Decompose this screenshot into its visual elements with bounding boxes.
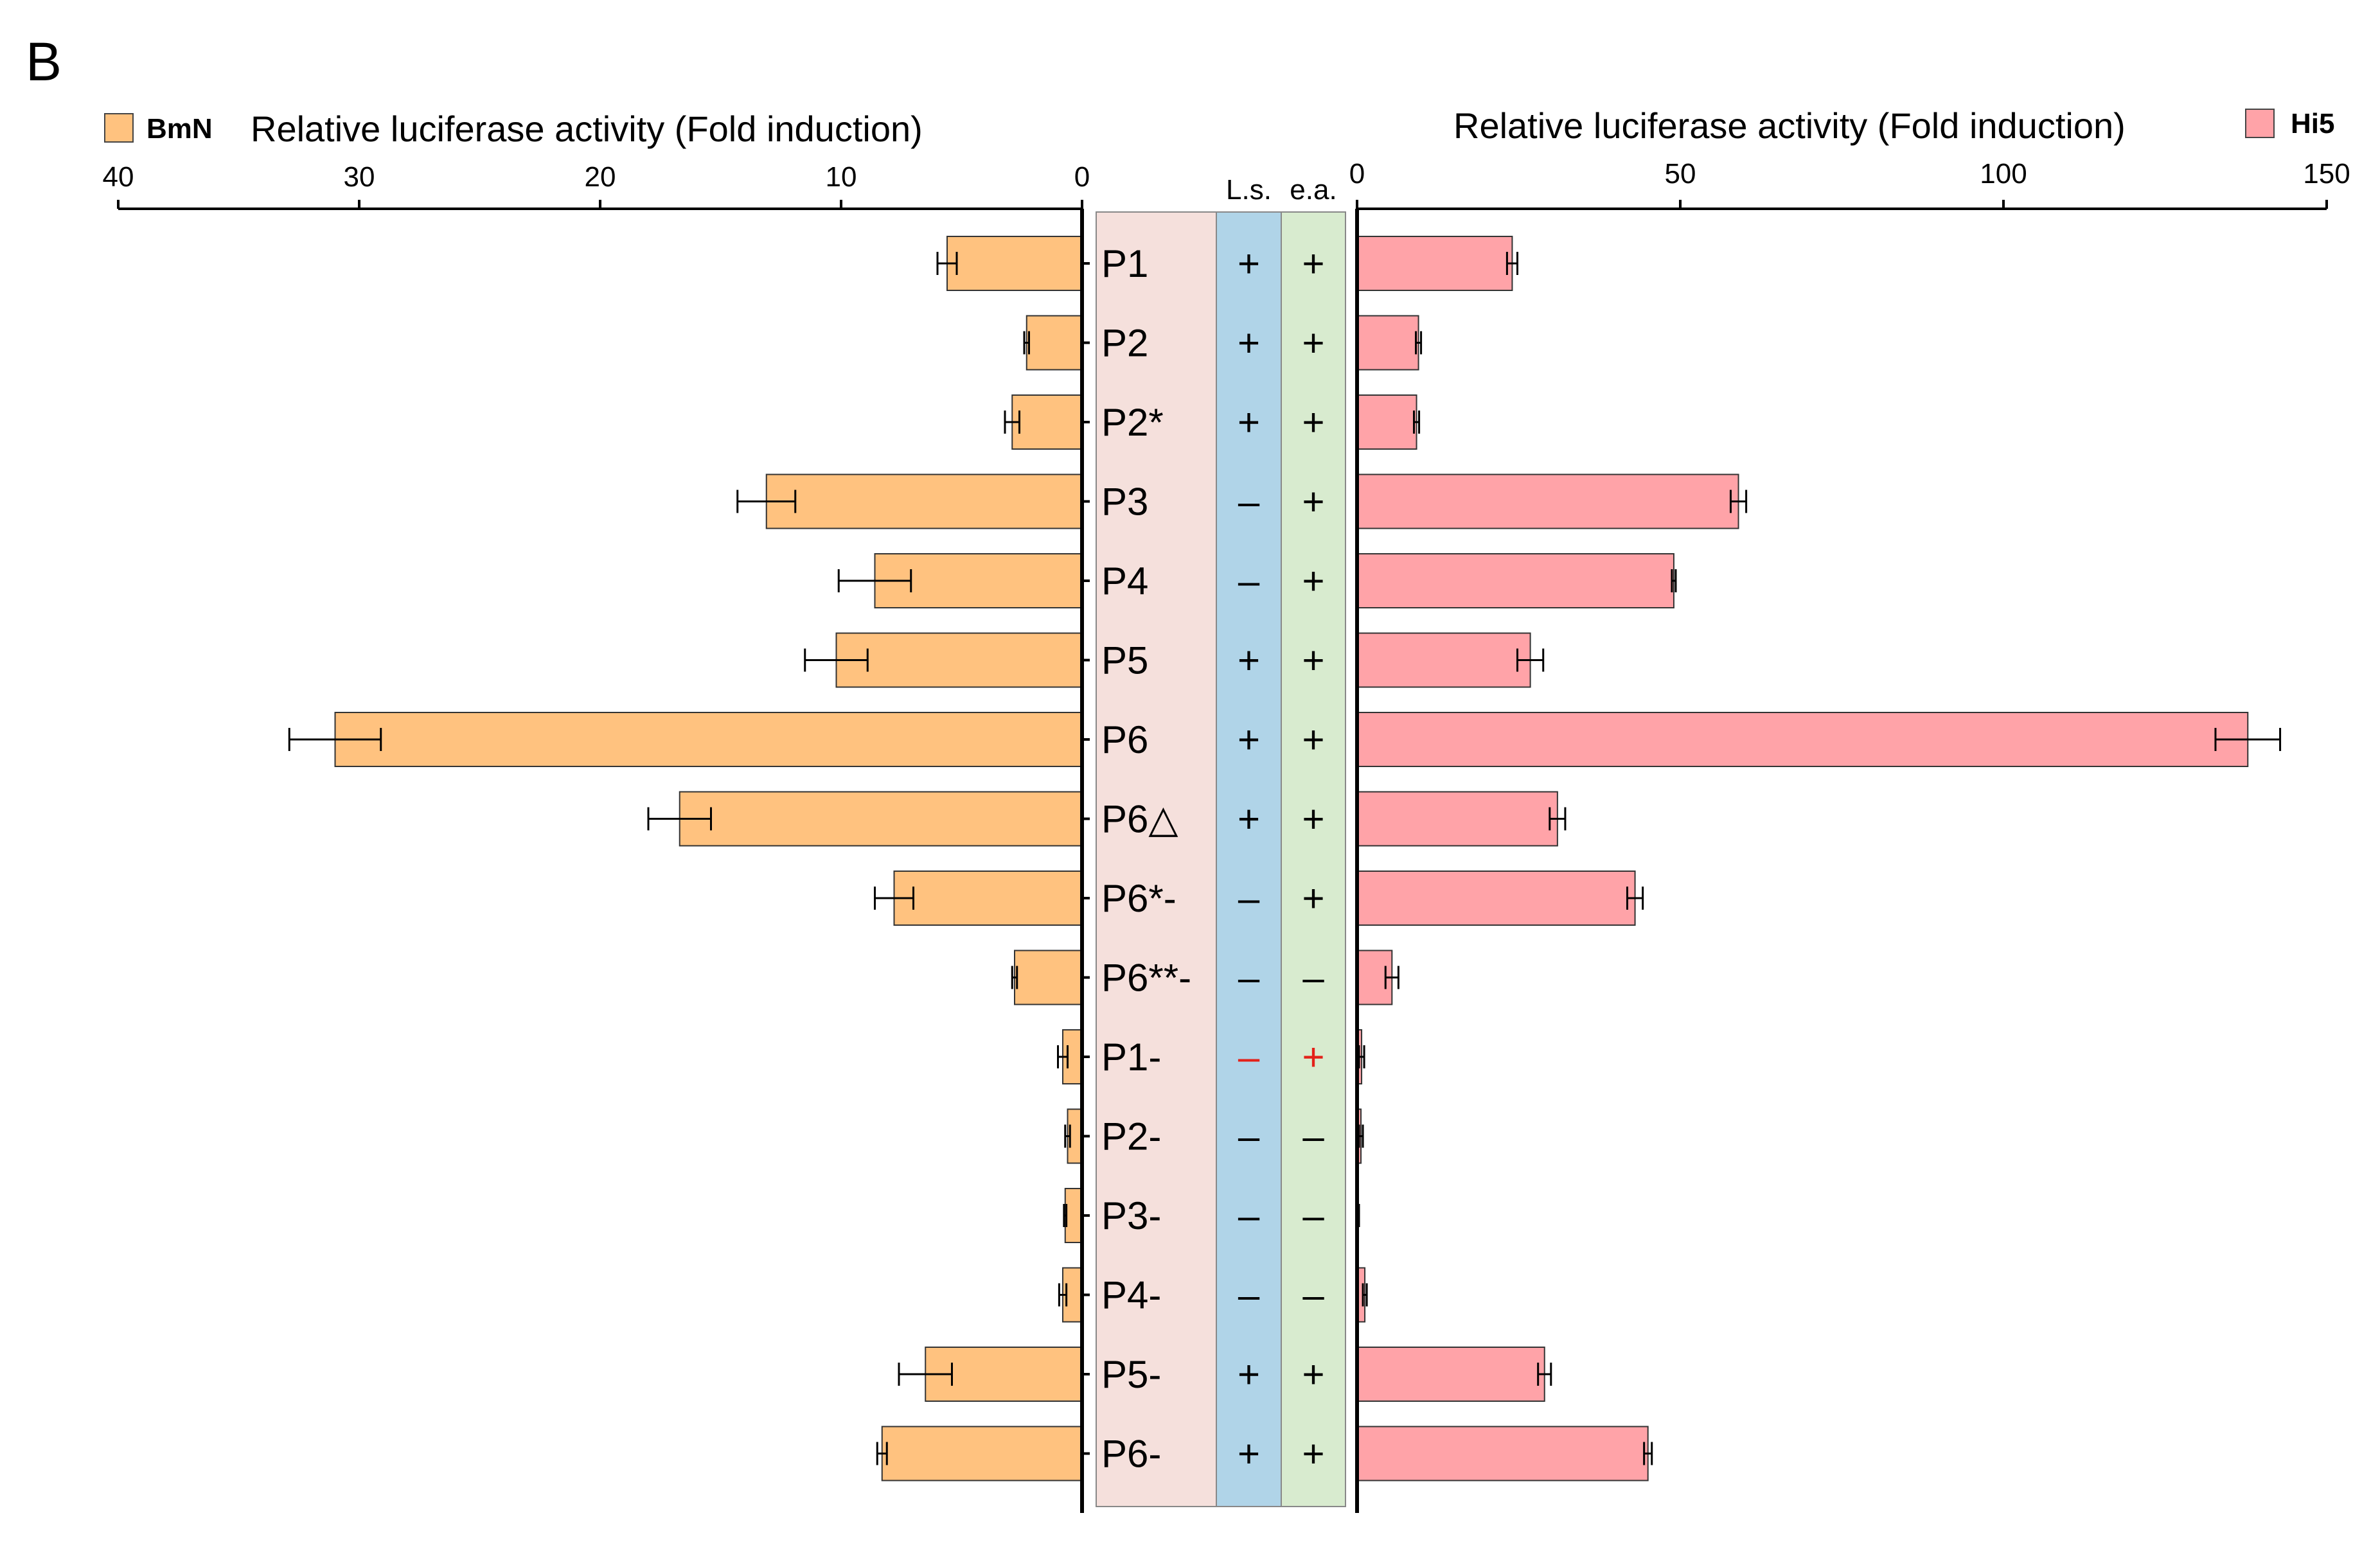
bmn-bar: [1014, 950, 1083, 1005]
category-label: P6**-: [1101, 957, 1191, 1000]
ls-sign: –: [1238, 877, 1260, 920]
legend-label-hi5: Hi5: [2291, 108, 2334, 139]
ls-sign: +: [1238, 798, 1260, 841]
hi5-bar: [1356, 632, 1531, 688]
ea-sign: +: [1302, 242, 1324, 285]
ls-column: [1216, 211, 1282, 1507]
bmn-bar: [679, 791, 1083, 847]
ea-sign: +: [1302, 798, 1324, 841]
category-label: P2*: [1101, 401, 1164, 444]
bmn-bar: [946, 236, 1083, 291]
ea-sign: +: [1302, 639, 1324, 682]
category-label: P4: [1101, 560, 1148, 603]
hi5-bar: [1356, 473, 1739, 529]
left-tick-label: 0: [1074, 161, 1090, 193]
ls-sign: +: [1238, 242, 1260, 285]
hi5-bar: [1356, 950, 1393, 1005]
category-label: P6-: [1101, 1433, 1161, 1476]
ea-column-header: e.a.: [1290, 174, 1337, 206]
category-label: P4-: [1101, 1274, 1161, 1317]
bmn-bar: [1064, 1188, 1083, 1243]
ea-sign: +: [1302, 1036, 1324, 1079]
legend-swatch-bmn: [104, 113, 134, 143]
ea-sign: +: [1302, 718, 1324, 761]
ls-sign: +: [1238, 1353, 1260, 1396]
ea-sign: +: [1302, 560, 1324, 603]
right-axis-title: Relative luciferase activity (Fold induc…: [1453, 105, 2126, 146]
ls-sign: –: [1238, 957, 1260, 1000]
category-label: P6△: [1101, 798, 1178, 841]
axes-layer: [117, 200, 2328, 1513]
ea-sign: –: [1302, 957, 1324, 1000]
left-tick-label: 30: [344, 161, 375, 193]
bars-layer: [288, 236, 2282, 1481]
ls-column-header: L.s.: [1226, 174, 1272, 206]
category-label: P5: [1101, 639, 1148, 682]
category-label: P1-: [1101, 1036, 1161, 1079]
ls-sign: +: [1238, 322, 1260, 365]
left-axis-title: Relative luciferase activity (Fold induc…: [251, 109, 923, 149]
ls-sign: –: [1238, 1194, 1260, 1237]
left-tick-label: 40: [103, 161, 134, 193]
ls-sign: +: [1238, 718, 1260, 761]
ea-sign: +: [1302, 401, 1324, 444]
hi5-bar: [1356, 791, 1558, 847]
category-label: P2-: [1101, 1115, 1161, 1158]
ea-column: [1281, 211, 1346, 1507]
bmn-bar: [1011, 394, 1083, 450]
bmn-bar: [1026, 315, 1083, 371]
hi5-bar: [1356, 1347, 1545, 1402]
ea-sign: –: [1302, 1274, 1324, 1317]
ea-sign: –: [1302, 1194, 1324, 1237]
category-label: P1: [1101, 242, 1148, 285]
ls-sign: +: [1238, 401, 1260, 444]
panel-label: B: [26, 31, 62, 92]
left-tick-label: 10: [826, 161, 857, 193]
bmn-bar: [893, 871, 1083, 926]
category-label: P6*-: [1101, 877, 1177, 920]
hi5-bar: [1356, 394, 1417, 450]
ls-sign: +: [1238, 1433, 1260, 1476]
ls-sign: –: [1238, 1274, 1260, 1317]
hi5-bar: [1356, 712, 2249, 767]
category-column-backgrounds: [1096, 211, 1346, 1507]
ls-sign: –: [1238, 481, 1260, 524]
hi5-bar: [1356, 1426, 1649, 1481]
right-tick-label: 50: [1665, 158, 1696, 190]
legend-swatch-hi5: [2245, 109, 2275, 138]
right-tick-label: 100: [1980, 158, 2027, 190]
bmn-bar: [765, 473, 1083, 529]
category-label: P3: [1101, 481, 1148, 524]
ls-sign: +: [1238, 639, 1260, 682]
category-label-column: [1096, 211, 1217, 1507]
bmn-bar: [334, 712, 1083, 767]
bmn-bar: [881, 1426, 1083, 1481]
bmn-bar: [835, 632, 1083, 688]
ls-sign: –: [1238, 560, 1260, 603]
ea-sign: –: [1302, 1115, 1324, 1158]
ea-sign: +: [1302, 322, 1324, 365]
ls-sign: –: [1238, 1115, 1260, 1158]
hi5-bar: [1356, 871, 1636, 926]
hi5-bar: [1356, 236, 1513, 291]
legend-label-bmn: BmN: [147, 113, 213, 145]
ea-sign: +: [1302, 1353, 1324, 1396]
ea-sign: +: [1302, 1433, 1324, 1476]
right-tick-label: 0: [1349, 158, 1365, 190]
ls-sign: –: [1238, 1036, 1260, 1079]
left-tick-label: 20: [585, 161, 616, 193]
category-label: P5-: [1101, 1353, 1161, 1396]
category-label: P6: [1101, 718, 1148, 761]
hi5-bar: [1356, 553, 1674, 608]
right-tick-label: 150: [2303, 158, 2350, 190]
ea-sign: +: [1302, 481, 1324, 524]
category-label: P2: [1101, 322, 1148, 365]
hi5-bar: [1356, 315, 1419, 371]
category-label: P3-: [1101, 1194, 1161, 1237]
ea-sign: +: [1302, 877, 1324, 920]
